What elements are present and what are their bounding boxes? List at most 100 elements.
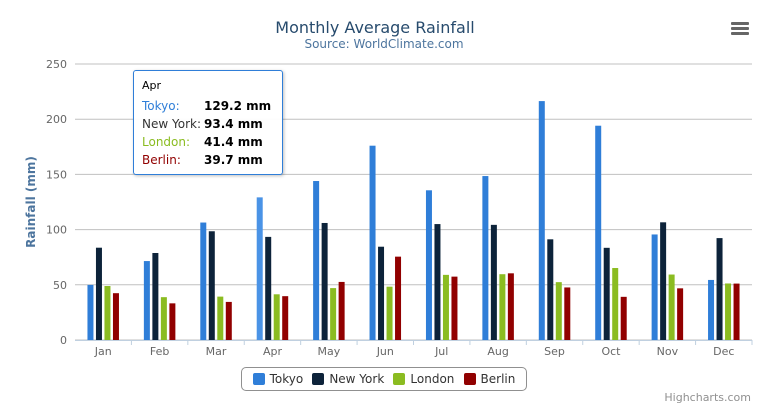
bar-berlin-nov[interactable] (677, 288, 684, 340)
bar-tokyo-mar[interactable] (200, 222, 207, 340)
bar-berlin-aug[interactable] (507, 273, 514, 340)
y-tick-label: 100 (46, 224, 67, 237)
bar-london-jun[interactable] (386, 286, 393, 340)
legend-label: Tokyo (269, 372, 304, 386)
bar-tokyo-jul[interactable] (425, 190, 432, 340)
tooltip-row-new-york: New York: 93.4 mm (142, 115, 282, 133)
tooltip-series-name: Tokyo: (142, 99, 180, 113)
bar-tokyo-sep[interactable] (538, 101, 545, 341)
bar-london-nov[interactable] (668, 274, 675, 340)
x-tick-label: Jun (376, 345, 394, 358)
bar-berlin-oct[interactable] (620, 296, 627, 340)
bar-london-sep[interactable] (555, 282, 562, 340)
chart-title: Monthly Average Rainfall (275, 18, 474, 37)
legend-item-london[interactable]: London (393, 372, 454, 386)
tooltip-series-name: New York: (142, 117, 201, 131)
bar-berlin-feb[interactable] (169, 303, 176, 340)
bar-tokyo-apr[interactable] (256, 197, 263, 340)
bar-tokyo-feb[interactable] (143, 261, 150, 340)
bar-tokyo-oct[interactable] (595, 125, 602, 341)
credits-link[interactable]: Highcharts.com (664, 391, 751, 404)
y-tick-label: 50 (53, 279, 67, 292)
x-tick-label: Apr (263, 345, 283, 358)
bar-london-jan[interactable] (104, 286, 111, 340)
bar-berlin-sep[interactable] (564, 287, 571, 340)
bar-new-york-dec[interactable] (716, 238, 723, 340)
x-tick-label: May (318, 345, 341, 358)
bar-tokyo-may[interactable] (313, 181, 320, 340)
tooltip-series-name: Berlin: (142, 153, 181, 167)
y-tick-label: 150 (46, 168, 67, 181)
bar-new-york-aug[interactable] (490, 224, 497, 340)
bar-berlin-dec[interactable] (733, 283, 740, 340)
tooltip-value: 41.4 mm (204, 135, 263, 149)
bar-berlin-jun[interactable] (395, 256, 402, 340)
tooltip-row-tokyo: Tokyo: 129.2 mm (142, 97, 282, 115)
legend-label: Berlin (480, 372, 516, 386)
bar-tokyo-dec[interactable] (708, 279, 715, 340)
tooltip-row-london: London: 41.4 mm (142, 133, 282, 151)
bar-london-feb[interactable] (160, 297, 167, 340)
bar-london-apr[interactable] (273, 294, 280, 340)
y-tick-label: 250 (46, 58, 67, 71)
y-tick-label: 200 (46, 113, 67, 126)
bar-new-york-mar[interactable] (208, 231, 215, 340)
y-tick-label: 0 (60, 334, 67, 347)
legend-swatch (312, 373, 325, 385)
bar-berlin-mar[interactable] (225, 301, 232, 340)
x-tick-label: Jan (94, 345, 112, 358)
bar-tokyo-nov[interactable] (651, 234, 658, 340)
bar-new-york-may[interactable] (321, 222, 328, 340)
legend-item-tokyo[interactable]: Tokyo (252, 372, 304, 386)
legend-label: London (410, 372, 455, 386)
bar-berlin-jul[interactable] (451, 276, 458, 340)
chart-subtitle: Source: WorldClimate.com (304, 37, 463, 51)
bar-london-jul[interactable] (442, 274, 449, 340)
bar-berlin-apr[interactable] (282, 296, 289, 340)
bar-tokyo-jan[interactable] (87, 284, 94, 340)
tooltip-value: 39.7 mm (204, 153, 263, 167)
bar-london-may[interactable] (330, 288, 337, 340)
legend-swatch (463, 373, 476, 385)
bar-new-york-jun[interactable] (378, 246, 385, 340)
x-tick-label: Oct (601, 345, 621, 358)
hamburger-menu-icon[interactable] (731, 22, 749, 38)
bar-berlin-may[interactable] (338, 281, 345, 340)
bar-tokyo-aug[interactable] (482, 176, 489, 340)
bar-new-york-feb[interactable] (152, 253, 159, 340)
tooltip-value: 129.2 mm (204, 99, 272, 113)
bar-tokyo-jun[interactable] (369, 145, 376, 340)
bar-new-york-nov[interactable] (660, 222, 667, 340)
bar-london-mar[interactable] (217, 296, 224, 340)
bar-london-aug[interactable] (499, 274, 506, 340)
bar-new-york-oct[interactable] (603, 247, 610, 340)
tooltip-value: 93.4 mm (204, 117, 263, 131)
legend-item-new-york[interactable]: New York (312, 372, 384, 386)
legend-item-berlin[interactable]: Berlin (463, 372, 516, 386)
y-axis-label: Rainfall (mm) (24, 156, 38, 248)
tooltip-row-berlin: Berlin: 39.7 mm (142, 151, 282, 169)
legend-swatch (393, 373, 406, 385)
x-tick-label: Dec (713, 345, 734, 358)
tooltip-series-name: London: (142, 135, 191, 149)
legend-label: New York (329, 372, 385, 386)
bar-berlin-jan[interactable] (112, 293, 119, 340)
bar-london-oct[interactable] (612, 268, 619, 340)
legend-swatch (252, 373, 265, 385)
bar-new-york-apr[interactable] (265, 236, 272, 340)
x-tick-label: Mar (206, 345, 227, 358)
x-tick-label: Nov (657, 345, 679, 358)
x-tick-label: Jul (434, 345, 448, 358)
bar-london-dec[interactable] (725, 283, 732, 340)
bar-new-york-jan[interactable] (95, 247, 102, 340)
bar-new-york-jul[interactable] (434, 224, 441, 340)
legend: Tokyo New York London Berlin (241, 367, 527, 391)
tooltip: Apr Tokyo: 129.2 mm New York: 93.4 mm Lond… (133, 70, 283, 175)
x-tick-label: Feb (150, 345, 169, 358)
x-tick-label: Sep (544, 345, 565, 358)
x-tick-label: Aug (487, 345, 508, 358)
tooltip-header: Apr (142, 79, 162, 92)
bar-new-york-sep[interactable] (547, 239, 554, 340)
